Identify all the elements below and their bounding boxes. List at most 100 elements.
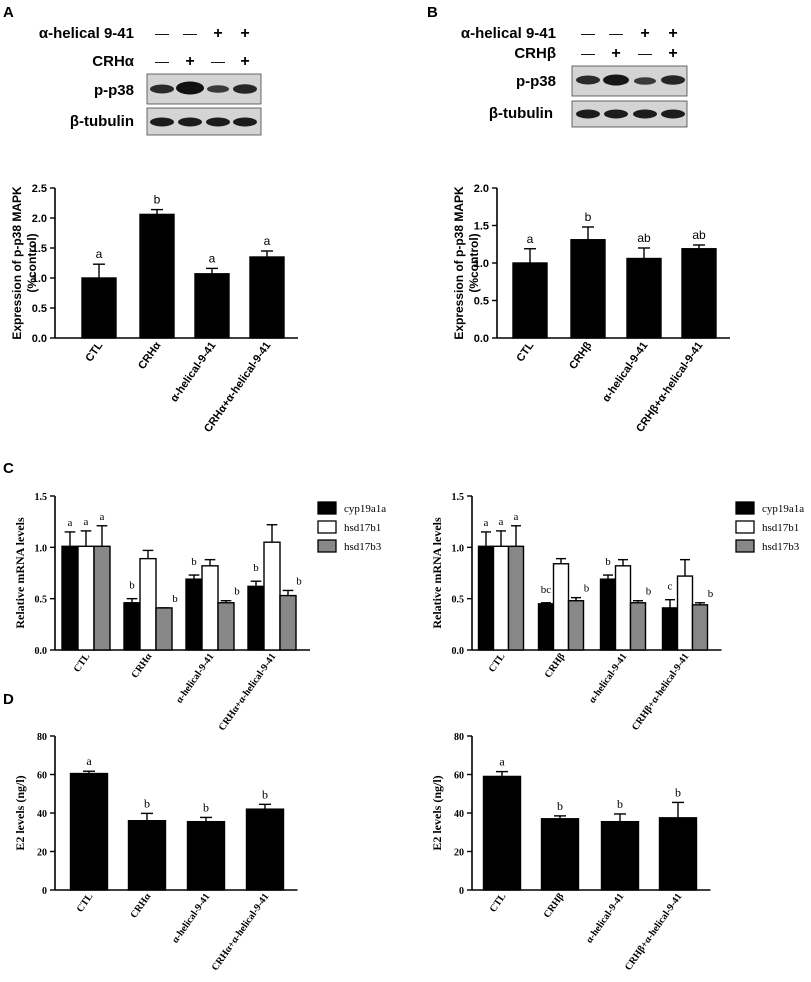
blot-b-sign: — <box>581 45 595 61</box>
x-tick-label: CRHα+α-helical-9-41 <box>210 891 272 973</box>
significance-letter: b <box>585 210 592 224</box>
blot-band <box>661 75 685 85</box>
significance-letter: a <box>100 511 105 523</box>
significance-letter: ab <box>692 228 706 242</box>
blot-a-sign: + <box>240 53 249 70</box>
y-tick-label: 0.5 <box>474 296 489 308</box>
y-tick-label: 80 <box>37 732 47 743</box>
bar-hsd17b3 <box>507 545 525 651</box>
y-tick-label: 1.0 <box>474 258 489 270</box>
x-tick-label: CTL <box>514 340 536 365</box>
blot-band <box>576 75 600 85</box>
x-tick-label: α-helical-9-41 <box>587 651 629 705</box>
significance-letter: b <box>203 800 209 814</box>
bar-cyp19a1a <box>61 545 79 651</box>
x-tick-label: CTL <box>83 340 105 365</box>
blot-b-sign: + <box>611 45 620 62</box>
blot-b-band-label-1: p-p38 <box>516 73 556 90</box>
panel-label-d: D <box>3 691 14 708</box>
bar-hsd17b3 <box>567 600 585 651</box>
blot-band <box>576 109 600 119</box>
x-tick-label: CRHα <box>129 651 154 680</box>
significance-letter: b <box>172 593 178 605</box>
bar <box>81 277 117 339</box>
legend-swatch <box>735 539 755 553</box>
x-tick-label: α-helical-9-41 <box>170 891 212 945</box>
blot-a-sign: — <box>155 25 169 41</box>
y-axis-label: Relative mRNA levels <box>430 517 444 629</box>
blot-a-sign: — <box>155 53 169 69</box>
x-tick-label: α-helical-9-41 <box>174 651 216 705</box>
y-tick-label: 80 <box>454 732 464 743</box>
y-tick-label: 0.5 <box>452 595 465 606</box>
significance-letter: a <box>484 517 489 529</box>
bar-hsd17b1 <box>263 541 281 651</box>
bar <box>186 820 226 891</box>
bar-cyp19a1a <box>537 603 555 651</box>
bar <box>626 257 662 339</box>
legend: cyp19a1a hsd17b1 hsd17b3 <box>735 501 804 553</box>
y-tick-label: 1.0 <box>32 273 47 285</box>
blot-band <box>207 85 229 93</box>
x-tick-label: CRHβ+α-helical-9-41 <box>623 891 685 972</box>
blot-band <box>233 84 257 94</box>
y-tick-label: 0.5 <box>35 595 48 606</box>
blot-b-sign: + <box>668 45 677 62</box>
blot-band <box>634 77 656 85</box>
x-tick-label: CRHα <box>128 891 153 920</box>
bar-cyp19a1a <box>599 578 617 651</box>
bar-hsd17b1 <box>614 565 632 651</box>
significance-letter: a <box>527 232 534 246</box>
y-tick-label: 0.0 <box>474 333 489 345</box>
legend-swatch <box>317 501 337 515</box>
bar-hsd17b3 <box>217 602 235 651</box>
y-tick-label: 1.5 <box>452 492 465 503</box>
x-tick-label: CTL <box>72 651 93 674</box>
significance-letter: b <box>617 797 623 811</box>
blot-band <box>661 109 685 119</box>
significance-letter: a <box>264 234 271 248</box>
legend-label: hsd17b1 <box>762 522 799 534</box>
blot-band <box>604 109 628 119</box>
y-tick-label: 2.0 <box>32 213 47 225</box>
blot-band <box>206 117 230 127</box>
bar <box>570 239 606 339</box>
x-tick-label: CRHβ+α-helical-9-41 <box>630 651 692 732</box>
significance-letter: ab <box>637 231 651 245</box>
significance-letter: a <box>96 247 103 261</box>
blot-a-band-label-1: p-p38 <box>94 82 134 99</box>
blot-a-sign: — <box>211 53 225 69</box>
blot-a-sign: — <box>183 25 197 41</box>
legend-label: cyp19a1a <box>344 503 386 515</box>
blot-a-row-label-1: α-helical 9-41 <box>39 25 134 42</box>
bar <box>249 256 285 339</box>
bar-hsd17b1 <box>676 575 694 651</box>
x-tick-label: CRHβ <box>542 891 567 920</box>
blot-band <box>150 117 174 127</box>
significance-letter: b <box>191 556 197 568</box>
bar-cyp19a1a <box>247 585 265 651</box>
blot-a: α-helical 9-41 CRHα — — + + — + — + p-p3… <box>39 25 262 136</box>
significance-letter: a <box>514 511 519 523</box>
significance-letter: b <box>584 583 590 595</box>
y-tick-label: 0.0 <box>35 646 48 657</box>
x-tick-label: CRHβ <box>567 340 595 372</box>
y-tick-label: 60 <box>454 771 464 782</box>
y-tick-label: 1.5 <box>474 221 489 233</box>
significance-letter: b <box>129 580 135 592</box>
significance-letter: bc <box>541 584 552 596</box>
y-tick-label: 1.5 <box>35 492 48 503</box>
y-axis-label: Relative mRNA levels <box>13 517 27 629</box>
legend-label: hsd17b3 <box>344 541 382 553</box>
significance-letter: a <box>209 251 216 265</box>
significance-letter: a <box>84 516 89 528</box>
y-axis-label: E2 levels (ng/l) <box>13 775 27 850</box>
blot-b-row-label-1: α-helical 9-41 <box>461 25 556 42</box>
significance-letter: b <box>708 588 714 600</box>
y-tick-label: 20 <box>454 848 464 859</box>
